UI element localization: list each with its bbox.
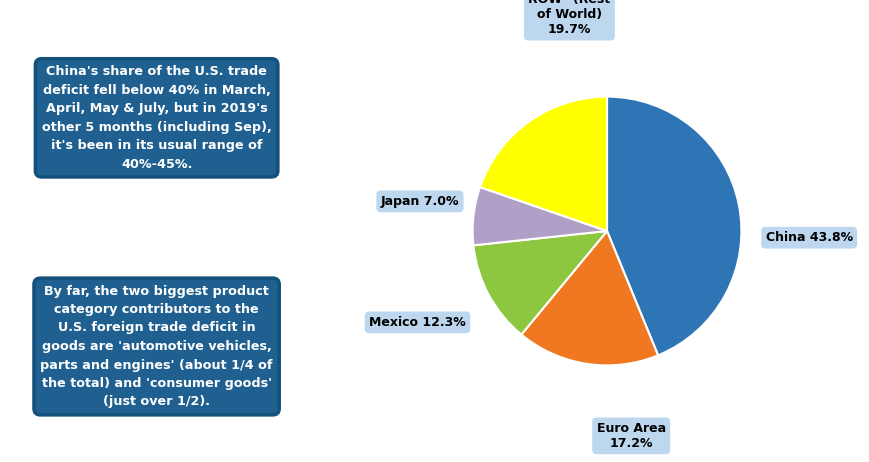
Text: Japan 7.0%: Japan 7.0%: [381, 195, 459, 208]
Text: China 43.8%: China 43.8%: [765, 231, 852, 244]
Wedge shape: [607, 97, 740, 355]
Wedge shape: [472, 187, 607, 245]
Wedge shape: [473, 231, 607, 334]
Text: China's share of the U.S. trade
deficit fell below 40% in March,
April, May & Ju: China's share of the U.S. trade deficit …: [42, 65, 271, 170]
Text: Euro Area
17.2%: Euro Area 17.2%: [596, 422, 665, 450]
Wedge shape: [480, 97, 607, 231]
Text: ROW* (Rest
of World)
19.7%: ROW* (Rest of World) 19.7%: [527, 0, 610, 36]
Wedge shape: [521, 231, 657, 365]
Text: Mexico 12.3%: Mexico 12.3%: [368, 316, 466, 329]
Text: By far, the two biggest product
category contributors to the
U.S. foreign trade : By far, the two biggest product category…: [40, 285, 273, 408]
